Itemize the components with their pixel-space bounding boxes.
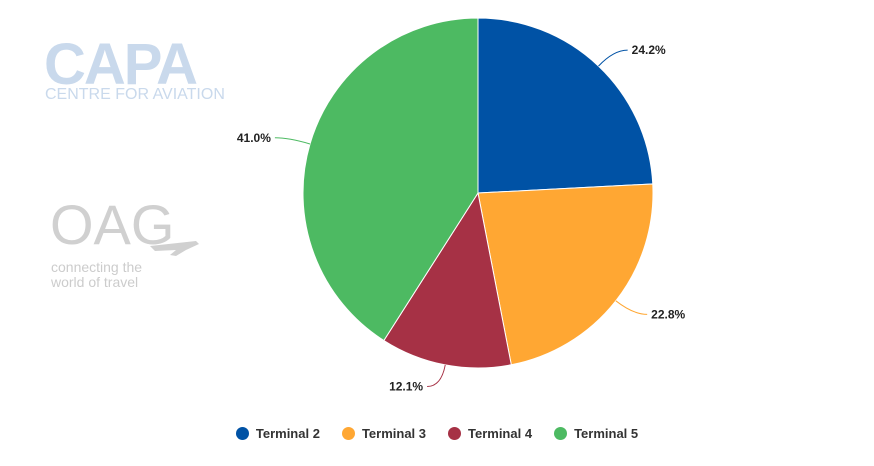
legend-dot-terminal-4 bbox=[448, 427, 461, 440]
pie-slices bbox=[302, 17, 654, 369]
legend: Terminal 2 Terminal 3 Terminal 4 Termina… bbox=[0, 426, 874, 441]
airplane-icon bbox=[150, 241, 199, 256]
pie-labels: 24.2% 22.8% 12.1% 41.0% bbox=[237, 43, 686, 393]
data-label-terminal-3: 22.8% bbox=[651, 307, 685, 321]
oag-logo-title: OAG bbox=[50, 193, 174, 256]
data-label-terminal-5: 41.0% bbox=[237, 131, 271, 145]
legend-item-terminal-2[interactable]: Terminal 2 bbox=[235, 426, 320, 441]
legend-label-terminal-2: Terminal 2 bbox=[255, 426, 320, 441]
label-connector-terminal-5 bbox=[274, 137, 311, 145]
pie-slice-terminal-2[interactable] bbox=[477, 17, 654, 194]
capa-logo-watermark: CAPA CENTRE FOR AVIATION bbox=[44, 32, 225, 103]
pie-slice-terminal-3[interactable] bbox=[477, 183, 654, 366]
oag-logo-watermark: OAG connecting the world of travel bbox=[50, 193, 199, 290]
label-connector-terminal-4 bbox=[427, 364, 446, 388]
oag-tagline-line-2: world of travel bbox=[50, 274, 138, 290]
legend-label-terminal-4: Terminal 4 bbox=[468, 426, 533, 441]
legend-label-terminal-3: Terminal 3 bbox=[361, 426, 426, 441]
legend-item-terminal-4[interactable]: Terminal 4 bbox=[448, 426, 532, 441]
data-label-terminal-4: 12.1% bbox=[389, 380, 423, 394]
legend-item-terminal-5[interactable]: Terminal 5 bbox=[554, 426, 638, 441]
capa-logo-subtitle: CENTRE FOR AVIATION bbox=[45, 86, 225, 103]
data-label-terminal-2: 24.2% bbox=[632, 43, 666, 57]
pie-slice-terminal-4[interactable] bbox=[383, 191, 512, 369]
pie-slice-terminal-5[interactable] bbox=[302, 17, 479, 342]
legend-item-terminal-3[interactable]: Terminal 3 bbox=[341, 426, 426, 441]
label-connector-terminal-3 bbox=[615, 300, 648, 315]
legend-dot-terminal-3 bbox=[341, 427, 355, 440]
legend-label-terminal-5: Terminal 5 bbox=[574, 426, 639, 441]
oag-tagline-line-1: connecting the bbox=[51, 259, 142, 275]
legend-dot-terminal-5 bbox=[554, 427, 568, 440]
capa-logo-title: CAPA bbox=[44, 32, 197, 97]
legend-dot-terminal-2 bbox=[235, 427, 249, 440]
label-connector-terminal-2 bbox=[598, 49, 628, 67]
